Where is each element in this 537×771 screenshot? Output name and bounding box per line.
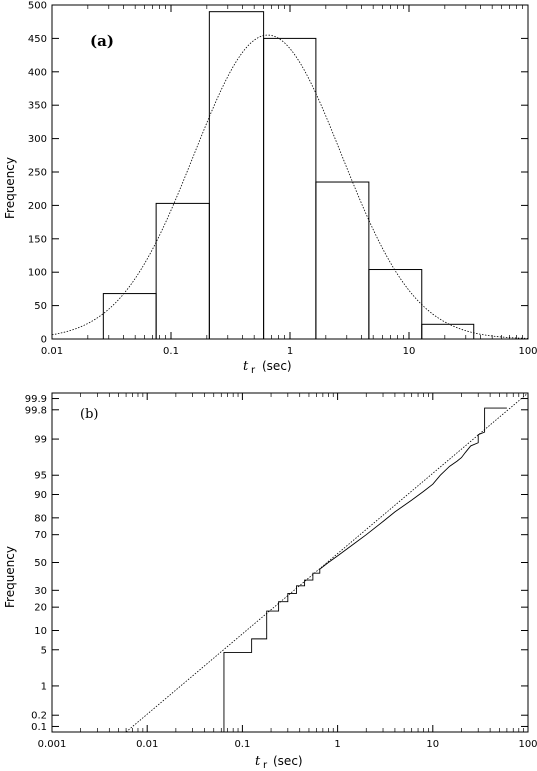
- panel-a-y-tick-label: 450: [28, 34, 47, 45]
- panel-b-x-tick-label: 10: [426, 739, 439, 750]
- histogram-bin: [368, 269, 423, 340]
- panel-a-x-tick-label: 1: [287, 346, 293, 357]
- panel-b-y-tick-label: 70: [34, 530, 47, 541]
- panel-b-x-tick-label: 0.001: [38, 739, 67, 750]
- panel-b-y-tick-label: 30: [34, 586, 47, 597]
- panel-b-y-tick-label: 0.2: [31, 711, 47, 722]
- panel-b-y-tick-label: 20: [34, 603, 47, 614]
- panel-b-frame: [51, 392, 529, 733]
- panel-b-x-tick-label: 100: [518, 739, 537, 750]
- histogram-bin: [315, 181, 370, 340]
- panel-b-x-tick-label: 0.01: [136, 739, 158, 750]
- panel-a-x-tick-label: 10: [403, 346, 416, 357]
- panel-b-cumulative-step-line: [223, 407, 507, 732]
- histogram-bin: [421, 323, 475, 340]
- panel-b-y-tick-label: 80: [34, 513, 47, 524]
- panel-a-y-tick-label: 350: [28, 101, 47, 112]
- panel-b-y-tick-label: 99.8: [25, 405, 47, 416]
- svg-text:r: r: [251, 365, 256, 376]
- svg-text:r: r: [263, 760, 268, 771]
- panel-b-y-tick-label: 1: [41, 681, 47, 692]
- panel-a-x-axis-title: t r (sec): [243, 359, 292, 376]
- histogram-bin: [102, 293, 157, 340]
- panel-a-label: (a): [90, 32, 114, 50]
- panel-a-x-ticks: 0.01 0.1 1 10 100: [41, 5, 537, 357]
- panel-a-y-tick-label: 150: [28, 234, 47, 245]
- panel-a-y-tick-label: 0: [41, 335, 47, 346]
- panel-a-y-axis-title: Frequency: [3, 157, 17, 219]
- histogram-bin: [263, 37, 317, 340]
- panel-b-y-tick-label: 0.1: [31, 722, 47, 733]
- panel-b-y-tick-label: 90: [34, 490, 47, 501]
- panel-b-y-tick-label: 99.9: [25, 394, 47, 405]
- panel-a-y-tick-label: 300: [28, 134, 47, 145]
- panel-b-fit-line: [125, 392, 529, 733]
- panel-b-y-tick-label: 10: [34, 626, 47, 637]
- panel-a-y-ticks: 0 50 100 150 200 250 300 350 400 450 500: [28, 1, 528, 346]
- svg-text:(sec): (sec): [262, 359, 292, 373]
- histogram-bin: [155, 202, 210, 340]
- panel-a-frame: [51, 4, 529, 340]
- panel-b-x-tick-label: 1: [334, 739, 340, 750]
- panel-a-y-tick-label: 500: [28, 1, 47, 12]
- panel-b-x-tick-label: 0.1: [234, 739, 250, 750]
- panel-b-y-axis-title: Frequency: [3, 546, 17, 608]
- panel-a: 0.01 0.1 1 10 100 0 50 100 150 200 250 300 350 400 45…: [3, 1, 537, 377]
- svg-text:t: t: [255, 754, 261, 769]
- panel-b-y-tick-label: 50: [34, 558, 47, 569]
- panel-a-y-tick-label: 250: [28, 168, 47, 179]
- panel-a-y-tick-label: 200: [28, 201, 47, 212]
- panel-b-x-ticks: 0.001 0.01 0.1 1 10 100: [38, 393, 537, 750]
- panel-a-y-tick-label: 50: [34, 301, 47, 312]
- panel-b: 0.001 0.01 0.1 1 10 100 0.10.2151020305070809…: [3, 392, 537, 771]
- histogram-bin: [208, 11, 265, 340]
- panel-a-x-tick-label: 0.01: [41, 346, 63, 357]
- panel-a-x-tick-label: 0.1: [163, 346, 179, 357]
- panel-b-y-tick-label: 99: [34, 435, 47, 446]
- panel-a-histogram: [102, 11, 475, 340]
- panel-a-y-tick-label: 400: [28, 67, 47, 78]
- panel-b-y-ticks: 0.10.2 1 5 10 20 30 50 70 80 90 95 99 99.899.9: [25, 394, 528, 733]
- panel-b-x-axis-title: t r (sec): [255, 754, 303, 771]
- panel-b-y-tick-label: 95: [34, 471, 47, 482]
- panel-a-y-tick-label: 100: [28, 268, 47, 279]
- panel-a-fit-curve: [51, 34, 529, 339]
- svg-text:(sec): (sec): [273, 754, 303, 768]
- panel-b-y-tick-label: 5: [41, 645, 47, 656]
- panel-b-label: (b): [80, 407, 98, 422]
- svg-text:t: t: [243, 359, 249, 374]
- panel-a-x-tick-label: 100: [518, 346, 537, 357]
